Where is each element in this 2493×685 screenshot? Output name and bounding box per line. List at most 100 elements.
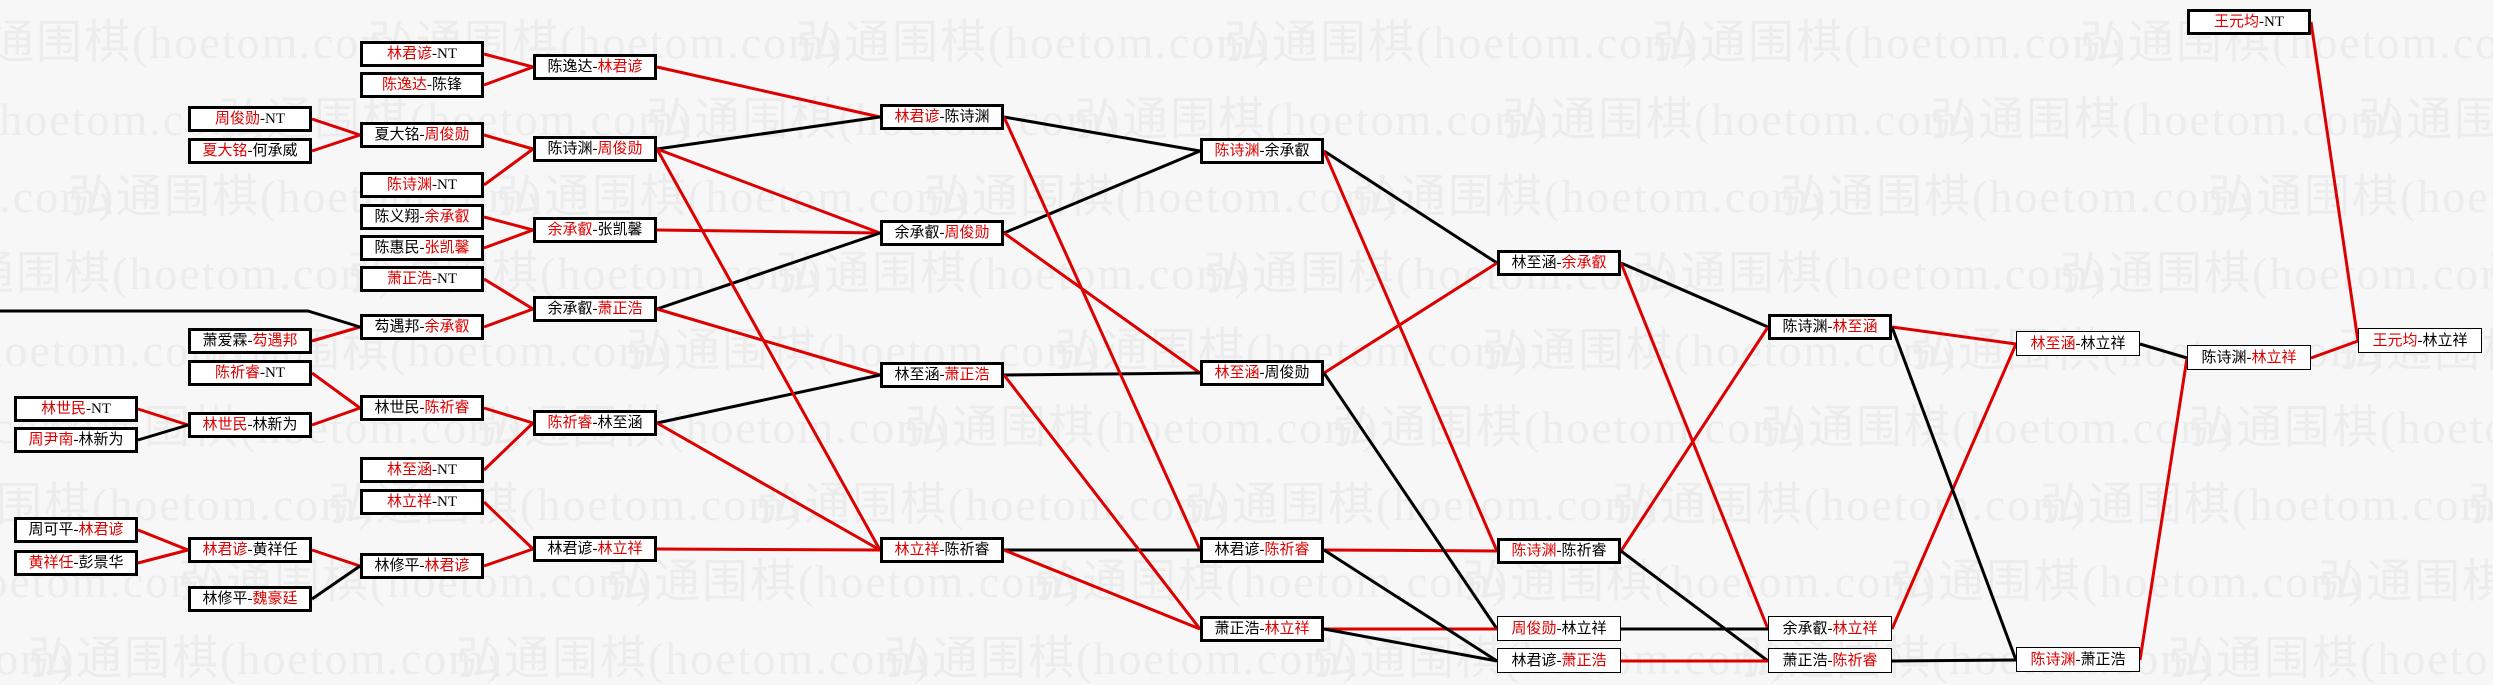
hoetom-watermark-text: 弘通围棋(hoetom.com) xyxy=(2188,402,2493,453)
match-box-陈诗渊-萧正浩[interactable]: 陈诗渊 - 萧正浩 xyxy=(2016,647,2140,672)
player-name: 林至涵 xyxy=(1832,319,1878,335)
match-box-王元均-林立祥[interactable]: 王元均 - 林立祥 xyxy=(2358,328,2482,353)
connector-line-red xyxy=(1003,548,1201,631)
hoetom-watermark-text: 弘通围棋(hoetom.com) xyxy=(1760,402,2236,453)
match-box-芶遇邦-余承叡[interactable]: 芶遇邦 - 余承叡 xyxy=(360,314,484,340)
match-box-萧正浩-NT[interactable]: 萧正浩 - NT xyxy=(360,266,484,292)
match-box-余承叡-林立祥[interactable]: 余承叡 - 林立祥 xyxy=(1768,616,1892,641)
separator-dash: - xyxy=(419,240,425,256)
match-box-周俊勋-NT[interactable]: 周俊勋 - NT xyxy=(188,106,312,132)
match-box-王元均-NT[interactable]: 王元均 - NT xyxy=(2187,9,2311,35)
match-box-林世民-林新为[interactable]: 林世民 - 林新为 xyxy=(188,412,312,438)
player-name: 余承叡 xyxy=(547,301,593,317)
hoetom-watermark-text: 弘通围棋(hoetom.com) xyxy=(796,17,1272,68)
connector-line-black xyxy=(1323,627,1498,663)
connector-line-red xyxy=(1002,116,1202,551)
hoetom-watermark-text: 弘通围棋(hoetom.com) xyxy=(0,633,76,684)
hoetom-watermark-text: 弘通围棋(hoetom.com) xyxy=(496,171,972,222)
separator-dash: - xyxy=(1556,255,1562,271)
connector-line-black xyxy=(137,423,189,442)
match-box-周尹南-林新为[interactable]: 周尹南 - 林新为 xyxy=(14,427,138,453)
hoetom-watermark-text: 弘通围棋(hoetom.com) xyxy=(1780,171,2256,222)
match-box-林君谚-萧正浩[interactable]: 林君谚 - 萧正浩 xyxy=(1497,648,1621,673)
player-name: 林君谚 xyxy=(1511,652,1557,669)
connector-line-red xyxy=(656,228,881,235)
player-name: 余承叡 xyxy=(424,209,470,225)
match-box-林至涵-余承叡[interactable]: 林至涵 - 余承叡 xyxy=(1497,250,1621,276)
player-name: 陈诗渊 xyxy=(1782,319,1828,335)
match-box-夏大铭-何承威[interactable]: 夏大铭 - 何承威 xyxy=(188,138,312,164)
match-box-陈诗渊-林至涵[interactable]: 陈诗渊 - 林至涵 xyxy=(1768,314,1892,340)
player-name: 林立祥 xyxy=(1264,621,1310,637)
match-box-萧正浩-林立祥[interactable]: 萧正浩 - 林立祥 xyxy=(1200,616,1324,642)
player-name: 陈祈睿 xyxy=(424,400,470,416)
match-box-林修平-魏豪廷[interactable]: 林修平 - 魏豪廷 xyxy=(188,586,312,612)
match-box-林君谚-陈诗渊[interactable]: 林君谚 - 陈诗渊 xyxy=(880,104,1004,130)
connector-line-red xyxy=(656,547,881,552)
match-box-陈义翔-余承叡[interactable]: 陈义翔 - 余承叡 xyxy=(360,204,484,230)
hoetom-watermark-text: 弘通围棋(hoetom.com) xyxy=(2060,248,2493,299)
player-name: 余承叡 xyxy=(424,319,470,335)
hoetom-watermark-text: 弘通围棋(hoetom.com) xyxy=(2358,94,2493,145)
match-box-林君谚-陈祈睿[interactable]: 林君谚 - 陈祈睿 xyxy=(1200,537,1324,563)
match-box-林君谚-黄祥任[interactable]: 林君谚 - 黄祥任 xyxy=(188,537,312,563)
match-box-陈祈睿-NT[interactable]: 陈祈睿 - NT xyxy=(188,360,312,386)
match-box-林至涵-林立祥[interactable]: 林至涵 - 林立祥 xyxy=(2016,331,2140,356)
separator-dash: - xyxy=(939,109,945,125)
player-name: 林君谚 xyxy=(894,109,940,125)
separator-dash: - xyxy=(1827,319,1833,335)
connector-line-red xyxy=(1891,325,2017,346)
match-box-林至涵-NT[interactable]: 林至涵 - NT xyxy=(360,457,484,483)
match-box-林立祥-陈祈睿[interactable]: 林立祥 - 陈祈睿 xyxy=(880,537,1004,563)
match-box-林至涵-萧正浩[interactable]: 林至涵 - 萧正浩 xyxy=(880,362,1004,388)
separator-dash: - xyxy=(73,555,79,571)
match-box-林立祥-NT[interactable]: 林立祥 - NT xyxy=(360,489,484,515)
match-box-林世民-陈祈睿[interactable]: 林世民 - 陈祈睿 xyxy=(360,395,484,421)
match-box-余承叡-张凯馨[interactable]: 余承叡 - 张凯馨 xyxy=(533,217,657,243)
player-name: 余承叡 xyxy=(1561,255,1607,271)
match-box-黄祥任-彭景华[interactable]: 黄祥任 - 彭景华 xyxy=(14,550,138,576)
separator-dash: - xyxy=(2075,335,2081,352)
hoetom-watermark-text: 弘通围棋(hoetom.com) xyxy=(0,248,396,299)
separator-dash: - xyxy=(1259,143,1265,159)
match-box-林至涵-周俊勋[interactable]: 林至涵 - 周俊勋 xyxy=(1200,360,1324,386)
player-name: NT xyxy=(91,401,111,417)
match-box-林君谚-林立祥[interactable]: 林君谚 - 林立祥 xyxy=(533,536,657,562)
player-name: 林君谚 xyxy=(547,541,593,557)
match-box-余承叡-周俊勋[interactable]: 余承叡 - 周俊勋 xyxy=(880,220,1004,246)
match-box-林世民-NT[interactable]: 林世民 - NT xyxy=(14,396,138,422)
match-box-陈逸达-陈锋[interactable]: 陈逸达 - 陈锋 xyxy=(360,72,484,98)
match-box-陈祈睿-林至涵[interactable]: 陈祈睿 - 林至涵 xyxy=(533,410,657,436)
separator-dash: - xyxy=(939,542,945,558)
match-box-陈惠民-张凯馨[interactable]: 陈惠民 - 张凯馨 xyxy=(360,235,484,261)
player-name: 林修平 xyxy=(202,591,248,607)
connector-line-red xyxy=(1619,262,1770,630)
match-box-林修平-林君谚[interactable]: 林修平 - 林君谚 xyxy=(360,553,484,579)
match-box-陈诗渊-陈祈睿[interactable]: 陈诗渊 - 陈祈睿 xyxy=(1497,538,1621,564)
separator-dash: - xyxy=(247,333,253,349)
match-box-陈诗渊-林立祥[interactable]: 陈诗渊 - 林立祥 xyxy=(2187,345,2311,370)
hoetom-watermark-text: 弘通围棋(hoetom.com) xyxy=(1502,94,1978,145)
match-box-萧爱霖-芶遇邦[interactable]: 萧爱霖 - 芶遇邦 xyxy=(188,328,312,354)
separator-dash: - xyxy=(592,415,598,431)
player-name: NT xyxy=(437,46,457,62)
match-box-周可平-林君谚[interactable]: 周可平 - 林君谚 xyxy=(14,517,138,543)
separator-dash: - xyxy=(2259,14,2264,30)
match-box-余承叡-萧正浩[interactable]: 余承叡 - 萧正浩 xyxy=(533,296,657,322)
separator-dash: - xyxy=(419,209,425,225)
connector-line-black xyxy=(311,564,361,601)
connector-line-black xyxy=(1620,261,1769,329)
separator-dash: - xyxy=(419,127,425,143)
player-name: 陈锋 xyxy=(432,77,463,93)
match-box-夏大铭-周俊勋[interactable]: 夏大铭 - 周俊勋 xyxy=(360,122,484,148)
match-box-林君谚-NT[interactable]: 林君谚 - NT xyxy=(360,41,484,67)
match-box-陈诗渊-余承叡[interactable]: 陈诗渊 - 余承叡 xyxy=(1200,138,1324,164)
separator-dash: - xyxy=(73,522,79,538)
match-box-陈逸达-林君谚[interactable]: 陈逸达 - 林君谚 xyxy=(533,54,657,80)
match-box-萧正浩-陈祈睿[interactable]: 萧正浩 - 陈祈睿 xyxy=(1768,648,1892,673)
match-box-陈诗渊-周俊勋[interactable]: 陈诗渊 - 周俊勋 xyxy=(533,136,657,162)
match-box-周俊勋-林立祥[interactable]: 周俊勋 - 林立祥 xyxy=(1497,616,1621,641)
match-box-陈诗渊-NT[interactable]: 陈诗渊 - NT xyxy=(360,172,484,198)
